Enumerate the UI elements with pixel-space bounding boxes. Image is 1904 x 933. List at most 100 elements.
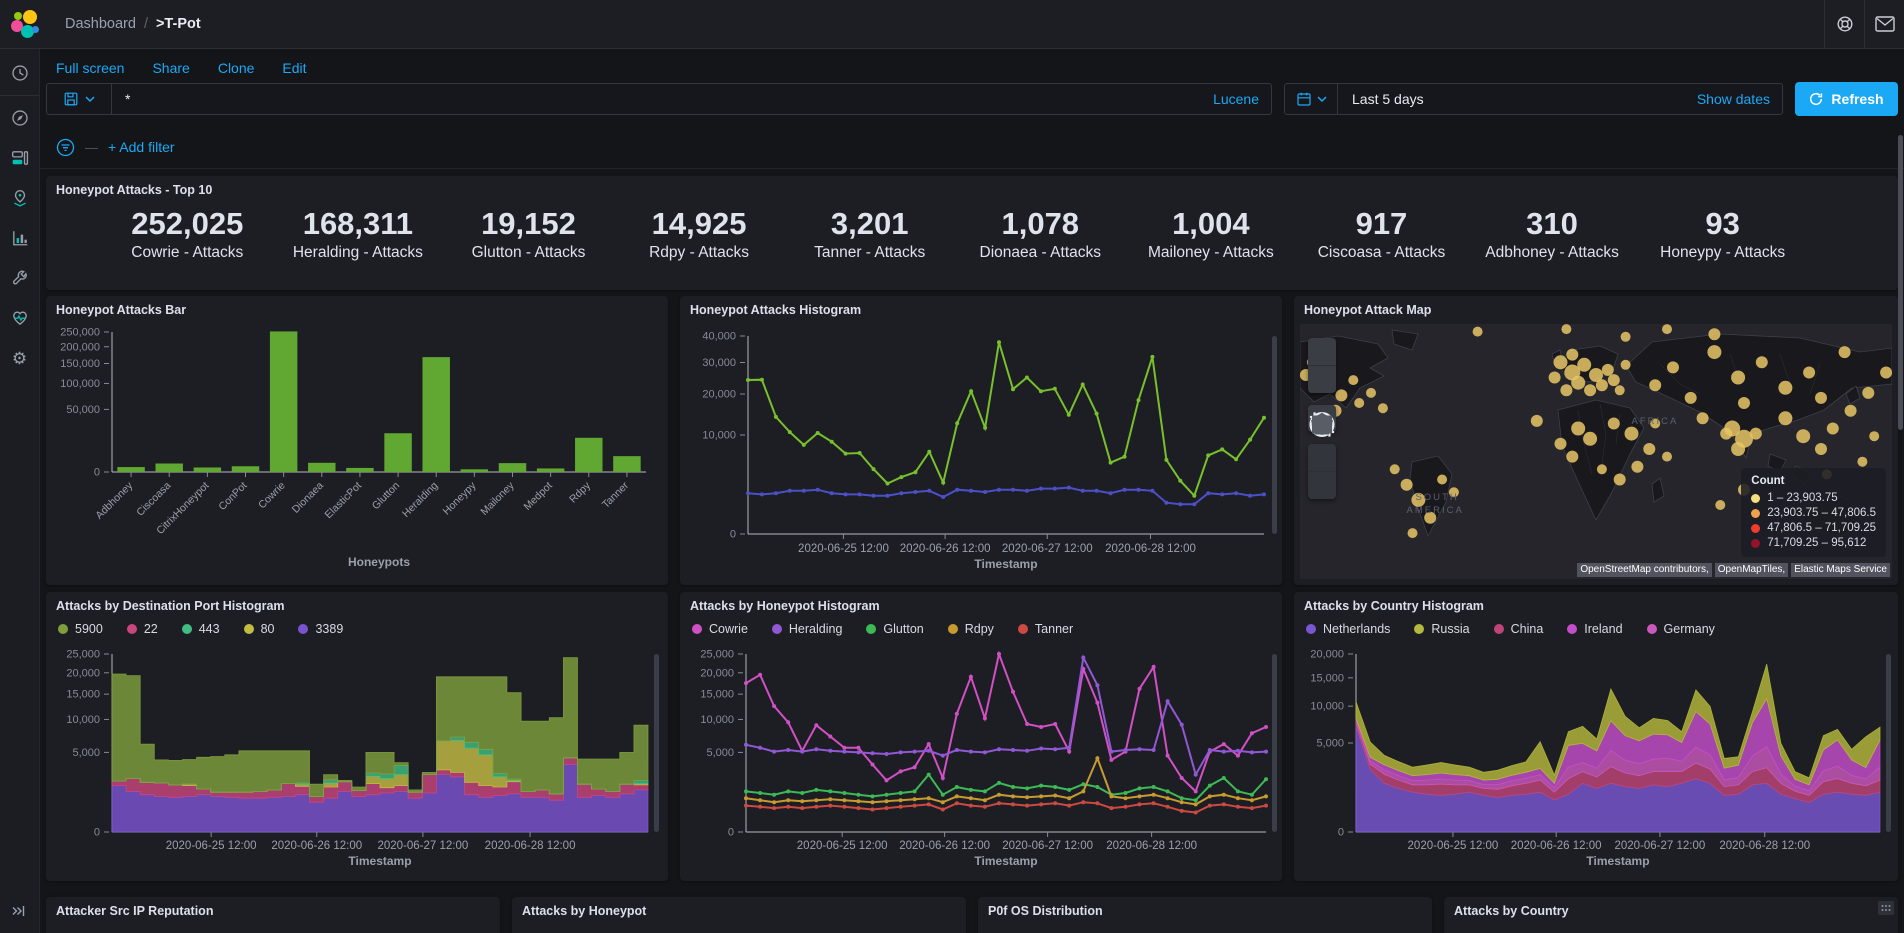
- attacks-by-honeypot-chart[interactable]: 0 5,000 10,000 15,000 20,000 25,000 2020-06-25…: [680, 592, 1282, 881]
- legend-item[interactable]: Germany: [1646, 622, 1715, 636]
- filter-bar: — + Add filter: [56, 135, 175, 159]
- panel-attacks-by-country-pie: Attacks by Country: [1444, 897, 1898, 933]
- legend-item[interactable]: 80: [243, 622, 275, 636]
- legend-label: Cowrie: [709, 622, 748, 636]
- legend-item[interactable]: Russia: [1414, 622, 1470, 636]
- refresh-button[interactable]: Refresh: [1795, 82, 1898, 116]
- legend-label: 443: [198, 622, 220, 636]
- attacks-by-country-chart[interactable]: 0 5,000 10,000 15,000 20,000 2020-06-25 12:00…: [1294, 592, 1898, 881]
- sidebar-item-monitoring[interactable]: [0, 298, 39, 338]
- calendar-button[interactable]: [1285, 84, 1338, 114]
- legend-item[interactable]: Tanner: [1017, 622, 1074, 636]
- refresh-label: Refresh: [1831, 91, 1884, 107]
- draw-rectangle-button[interactable]: [1308, 415, 1336, 499]
- elastic-logo[interactable]: [0, 0, 49, 48]
- metric: 168,311 Heralding - Attacks: [273, 206, 444, 262]
- map-legend-item: 47,806.5 – 71,709.25: [1751, 522, 1876, 534]
- svg-text:0: 0: [728, 827, 734, 839]
- legend-item[interactable]: Netherlands: [1306, 622, 1390, 636]
- metric: 93 Honeypy - Attacks: [1637, 206, 1808, 262]
- svg-text:10,000: 10,000: [66, 714, 100, 726]
- full-screen-link[interactable]: Full screen: [56, 60, 125, 76]
- svg-text:Adbhoney: Adbhoney: [93, 479, 135, 521]
- sidebar-item-management[interactable]: ⚙: [0, 338, 39, 378]
- legend-dot: [1751, 508, 1761, 518]
- panel-attacks-by-honeypot: Attacks by Honeypot Histogram Cowrie Her…: [680, 592, 1282, 881]
- heartbeat-icon: [12, 311, 27, 326]
- legend-item[interactable]: Heralding: [771, 622, 843, 636]
- metric-value: 310: [1526, 206, 1578, 241]
- saved-query-button[interactable]: [47, 84, 112, 114]
- svg-text:2020-06-26 12:00: 2020-06-26 12:00: [271, 840, 362, 852]
- help-icon[interactable]: [1824, 0, 1864, 48]
- bar-chart-icon: [12, 231, 27, 246]
- sidebar-item-maps[interactable]: [0, 178, 39, 218]
- legend-dot: [771, 624, 782, 634]
- legend-label: Germany: [1663, 622, 1715, 636]
- add-filter-link[interactable]: + Add filter: [108, 139, 175, 155]
- sidebar-item-visualize[interactable]: [0, 218, 39, 258]
- metric-label: Heralding - Attacks: [292, 244, 423, 261]
- legend-label: 3389: [315, 622, 344, 636]
- legend-item[interactable]: 443: [181, 622, 220, 636]
- legend-item[interactable]: China: [1493, 622, 1544, 636]
- legend-item[interactable]: 3389: [298, 622, 343, 636]
- svg-text:2020-06-25 12:00: 2020-06-25 12:00: [798, 543, 889, 555]
- sidebar-item-dashboard[interactable]: [0, 138, 39, 178]
- svg-text:Glutton: Glutton: [370, 480, 403, 513]
- clone-link[interactable]: Clone: [217, 60, 255, 76]
- time-range-label[interactable]: Last 5 days: [1352, 91, 1424, 107]
- svg-text:40,000: 40,000: [702, 331, 736, 343]
- legend-dot: [126, 624, 137, 634]
- legend-dot: [1414, 624, 1425, 634]
- panel-title: Honeypot Attack Map: [1304, 303, 1432, 317]
- sidebar-item-discover[interactable]: [0, 98, 39, 138]
- legend-dot: [1567, 624, 1578, 634]
- svg-text:5,000: 5,000: [1316, 738, 1344, 750]
- legend-label: Heralding: [788, 622, 843, 636]
- legend-label: China: [1510, 622, 1544, 636]
- panel-title: Honeypot Attacks Histogram: [690, 303, 862, 317]
- svg-text:ElasticPot: ElasticPot: [323, 480, 365, 522]
- metric: 252,025 Cowrie - Attacks: [102, 206, 273, 262]
- legend-item[interactable]: Ireland: [1567, 622, 1623, 636]
- legend-item[interactable]: 22: [126, 622, 158, 636]
- panel-title: Honeypot Attacks Bar: [56, 303, 187, 317]
- honeypot-attacks-histogram-chart[interactable]: 0 10,000 20,000 30,000 40,000 2020-06-25 12:0…: [680, 296, 1282, 585]
- edit-link[interactable]: Edit: [282, 60, 307, 76]
- honeypot-attacks-bar-chart[interactable]: 050,000100,000150,000200,000250,000Honey…: [46, 296, 668, 585]
- metric-value: 168,311: [302, 206, 414, 241]
- legend-label: 80: [260, 622, 275, 636]
- filter-icon[interactable]: [56, 138, 75, 157]
- collapse-nav-button[interactable]: [10, 902, 28, 925]
- panel-title: Attacks by Honeypot Histogram: [690, 599, 880, 613]
- legend-item[interactable]: Cowrie: [692, 622, 748, 636]
- breadcrumb-dashboard[interactable]: Dashboard: [65, 16, 136, 32]
- panel-attacks-by-country: Attacks by Country Histogram Netherlands…: [1294, 592, 1898, 881]
- search-input[interactable]: *: [125, 91, 131, 107]
- share-link[interactable]: Share: [152, 60, 190, 76]
- attribution-text: Elastic Maps Service: [1791, 563, 1890, 577]
- legend-item[interactable]: Rdpy: [947, 622, 994, 636]
- show-dates-link[interactable]: Show dates: [1696, 91, 1770, 107]
- query-language-toggle[interactable]: Lucene: [1213, 91, 1259, 107]
- legend-dot: [692, 624, 702, 634]
- newsfeed-icon[interactable]: [1864, 0, 1904, 48]
- sidebar-item-dev-tools[interactable]: [0, 258, 39, 298]
- legend-label: Netherlands: [1323, 622, 1391, 636]
- destination-port-chart[interactable]: 0 5,000 10,000 15,000 20,000 25,000 2020-06-25…: [46, 592, 668, 881]
- map-region-label: AMERICA: [1406, 505, 1464, 517]
- metric-label: Dionaea - Attacks: [979, 244, 1101, 261]
- attack-map[interactable]: AFRICA SOUTH AMERICA: [1300, 324, 1892, 579]
- legend-label: Ireland: [1584, 622, 1623, 636]
- svg-text:15,000: 15,000: [66, 689, 100, 701]
- page-scrollbar[interactable]: [1898, 135, 1903, 430]
- panel-title: Attacks by Honeypot: [522, 904, 647, 918]
- panel-options-icon[interactable]: [1878, 901, 1894, 915]
- legend-label: Tanner: [1034, 622, 1074, 636]
- legend-dot: [181, 624, 192, 634]
- legend-item[interactable]: Glutton: [866, 622, 924, 636]
- recently-viewed-button[interactable]: [0, 53, 39, 93]
- legend-item[interactable]: 5900: [58, 622, 103, 636]
